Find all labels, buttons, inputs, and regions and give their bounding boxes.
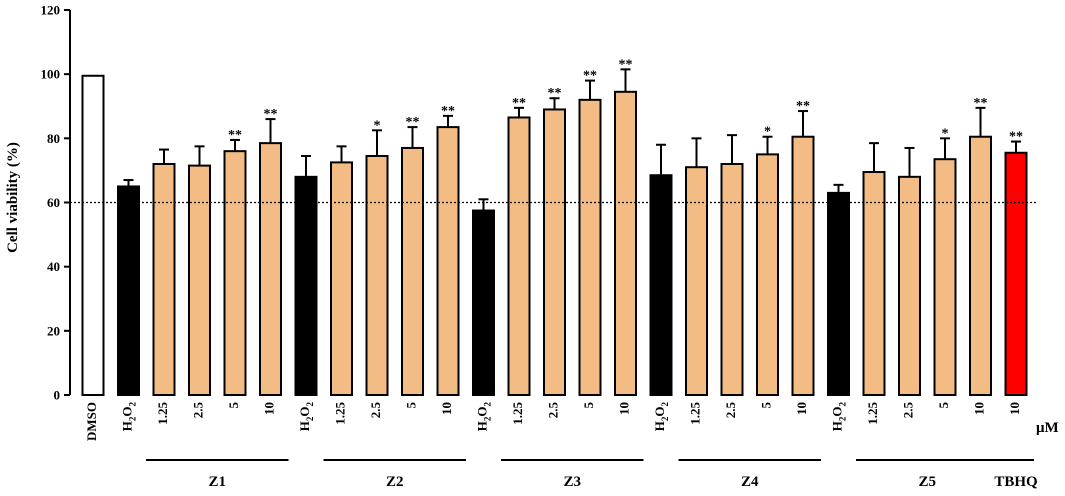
bar-12: [507, 116, 531, 397]
significance-label-20: **: [796, 99, 810, 114]
bar-15: [614, 90, 637, 396]
group-label-0: Z1: [208, 474, 226, 490]
group-label-2: Z3: [563, 474, 581, 490]
significance-label-15: **: [619, 57, 633, 72]
category-label-17: 1.25: [688, 402, 703, 425]
y-tick-label: 80: [47, 131, 60, 146]
bar-11: [472, 209, 495, 396]
y-tick-label: 60: [47, 195, 60, 210]
category-label-8: 2.5: [368, 402, 383, 419]
category-label-19: 5: [759, 402, 774, 409]
significance-label-5: **: [264, 107, 278, 122]
bar-5: [259, 142, 282, 396]
category-label-14: 5: [581, 402, 596, 409]
bar-24: [933, 158, 957, 396]
significance-label-14: **: [583, 69, 597, 84]
bar-3: [188, 164, 211, 396]
y-tick-label: 20: [47, 323, 60, 338]
bar-4: [223, 150, 247, 396]
category-label-9: 5: [404, 402, 419, 409]
bar-0: [81, 74, 105, 396]
significance-label-24: *: [942, 126, 949, 141]
group-label-1: Z2: [386, 474, 404, 490]
bar-7: [330, 161, 353, 396]
bar-26: [1004, 151, 1028, 396]
significance-label-25: **: [974, 96, 988, 111]
category-label-22: 1.25: [865, 402, 880, 425]
significance-label-19: *: [764, 125, 771, 140]
bar-16: [649, 174, 673, 396]
category-label-1: H2O2: [120, 402, 138, 432]
category-label-6: H2O2: [297, 402, 315, 432]
category-label-18: 2.5: [723, 402, 738, 419]
category-label-4: 5: [226, 402, 241, 409]
category-label-5: 10: [262, 402, 277, 415]
bar-10: [436, 126, 460, 397]
significance-label-4: **: [228, 128, 242, 143]
significance-label-9: **: [406, 115, 420, 130]
bar-18: [720, 163, 744, 396]
bar-22: [862, 171, 886, 396]
bar-1: [117, 185, 140, 396]
category-label-20: 10: [794, 402, 809, 415]
bar-17: [685, 166, 708, 396]
bar-25: [969, 135, 992, 397]
y-tick-label: 120: [41, 3, 61, 18]
group-label-3: Z4: [741, 474, 759, 490]
y-tick-label: 40: [47, 259, 60, 274]
category-label-11: H2O2: [475, 402, 493, 432]
category-label-25: 10: [972, 402, 987, 415]
significance-label-10: **: [441, 104, 455, 119]
bar-2: [152, 163, 176, 396]
category-label-23: 2.5: [901, 402, 916, 419]
y-tick-label: 0: [54, 388, 61, 403]
y-tick-label: 100: [41, 67, 61, 82]
category-label-12: 1.25: [510, 402, 525, 425]
bar-6: [294, 175, 318, 396]
category-label-16: H2O2: [652, 402, 670, 432]
y-axis-title: Cell viability (%): [5, 142, 21, 253]
category-label-15: 10: [617, 402, 632, 415]
category-label-13: 2.5: [546, 402, 561, 419]
group-label-5: TBHQ: [994, 474, 1038, 490]
category-label-21: H2O2: [830, 402, 848, 432]
significance-label-12: **: [512, 96, 526, 111]
bar-21: [827, 191, 850, 396]
category-label-26: 10: [1007, 402, 1022, 415]
category-label-2: 1.25: [155, 402, 170, 425]
significance-label-26: **: [1009, 130, 1023, 145]
significance-label-8: *: [374, 118, 381, 133]
category-label-0: DMSO: [84, 402, 99, 441]
bar-8: [365, 154, 389, 396]
unit-label: μM: [1036, 420, 1059, 436]
significance-label-13: **: [548, 86, 562, 101]
bar-13: [543, 108, 566, 396]
category-label-7: 1.25: [333, 402, 348, 425]
category-label-10: 10: [439, 402, 454, 415]
bar-23: [898, 175, 921, 396]
category-label-24: 5: [936, 402, 951, 409]
bar-14: [578, 98, 602, 396]
bar-9: [401, 146, 424, 396]
category-label-3: 2.5: [191, 402, 206, 419]
group-label-4: Z5: [918, 474, 936, 490]
bar-20: [791, 135, 815, 397]
bar-19: [756, 153, 779, 396]
